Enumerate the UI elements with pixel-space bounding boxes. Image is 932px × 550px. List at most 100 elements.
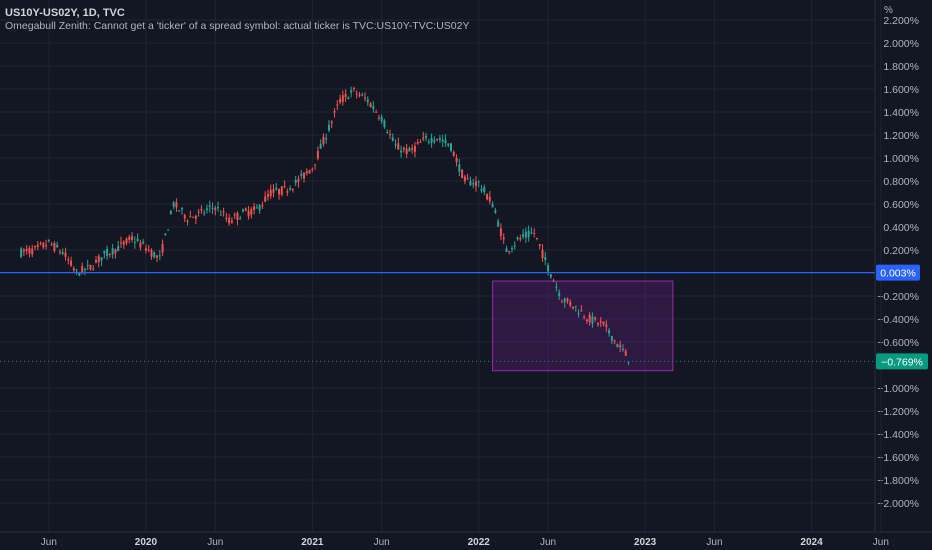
candle-body [355, 93, 358, 95]
candle-body [192, 216, 195, 218]
candle-body [375, 111, 378, 113]
hline-price-badge [876, 264, 920, 281]
candle-body [425, 136, 428, 138]
candle-body [150, 249, 153, 257]
candle-body [436, 138, 439, 140]
candle-body [86, 264, 89, 266]
candle-body [250, 208, 253, 215]
candle-body [530, 232, 533, 234]
candle-body [497, 221, 500, 227]
candle-body [391, 137, 394, 141]
candle-body [222, 211, 225, 213]
candle-body [491, 204, 494, 208]
candle-body [97, 256, 100, 263]
candle-body [377, 117, 380, 119]
candle-body [339, 98, 342, 103]
candle-body [42, 242, 45, 248]
candle-body [352, 87, 355, 89]
price-tick-label: 0.400% [883, 222, 919, 234]
candle-body [486, 194, 489, 200]
candle-body [538, 244, 541, 246]
candle-body [585, 319, 588, 322]
candle-body [47, 239, 50, 241]
candle-body [455, 157, 458, 163]
candle-body [25, 249, 28, 251]
candle-body [228, 217, 231, 224]
candle-body [524, 231, 527, 238]
candle-body [122, 241, 125, 245]
candle-body [34, 246, 36, 248]
candle-body [147, 249, 150, 251]
price-tick-label: −2.000% [877, 498, 919, 510]
price-tick-label: −1.600% [877, 452, 919, 464]
candle-body [319, 144, 322, 149]
candle-body [364, 97, 367, 99]
highlight-rectangle [492, 280, 674, 372]
price-tick-label: 2.000% [883, 38, 919, 50]
candle-body [83, 268, 86, 270]
candle-body [119, 242, 122, 244]
candle-body [325, 138, 328, 140]
candle-body [203, 212, 206, 214]
time-tick-label: 2024 [800, 537, 823, 548]
candle-body [508, 251, 511, 253]
candle-body [164, 233, 167, 236]
candle-body [50, 244, 53, 246]
candle-body [183, 214, 186, 219]
candle-body [305, 171, 308, 174]
candle-body [211, 207, 214, 209]
candle-body [555, 286, 558, 288]
candle-body [533, 232, 536, 234]
candle-body [627, 361, 630, 363]
last-price-label: −0.769% [881, 356, 923, 368]
candle-body [386, 131, 389, 133]
candle-body [194, 215, 197, 219]
candle-body [200, 208, 203, 211]
price-unit-label: % [884, 5, 893, 16]
price-tick-label: −1.000% [877, 383, 919, 395]
candle-body [405, 148, 408, 154]
candle-body [322, 136, 325, 145]
candle-body [189, 216, 192, 218]
candle-body [441, 139, 444, 142]
candle-body [541, 249, 544, 258]
candle-body [153, 252, 156, 258]
price-tick-label: 1.800% [883, 61, 919, 73]
candle-body [106, 248, 109, 257]
candle-body [413, 145, 416, 152]
candle-body [289, 188, 292, 190]
candle-body [31, 248, 34, 255]
candle-body [394, 144, 397, 146]
candle-body [300, 173, 303, 176]
candle-body [39, 243, 42, 245]
candle-body [463, 176, 466, 182]
candle-body [427, 141, 430, 143]
candle-body [58, 251, 61, 253]
candle-body [344, 93, 347, 98]
candle-body [108, 253, 111, 255]
time-tick-label: Jun [873, 537, 889, 548]
candle-body [544, 257, 547, 260]
candle-body [45, 245, 48, 247]
candle-body [499, 228, 502, 237]
candle-body [519, 238, 522, 240]
candle-body [261, 205, 264, 207]
candle-body [92, 268, 95, 270]
price-tick-label: −1.400% [877, 429, 919, 441]
candle-body [136, 238, 139, 241]
candle-body [350, 90, 353, 93]
last-price-badge [876, 353, 928, 370]
candle-body [219, 214, 222, 216]
candle-body [28, 248, 31, 254]
candle-body [566, 298, 569, 302]
candle-body [327, 124, 330, 131]
candle-body [258, 205, 261, 211]
candle-body [505, 248, 508, 253]
candle-body [70, 260, 73, 266]
candle-body [175, 202, 178, 208]
candle-body [286, 191, 289, 193]
candle-body [361, 94, 364, 96]
candle-body [214, 207, 217, 211]
